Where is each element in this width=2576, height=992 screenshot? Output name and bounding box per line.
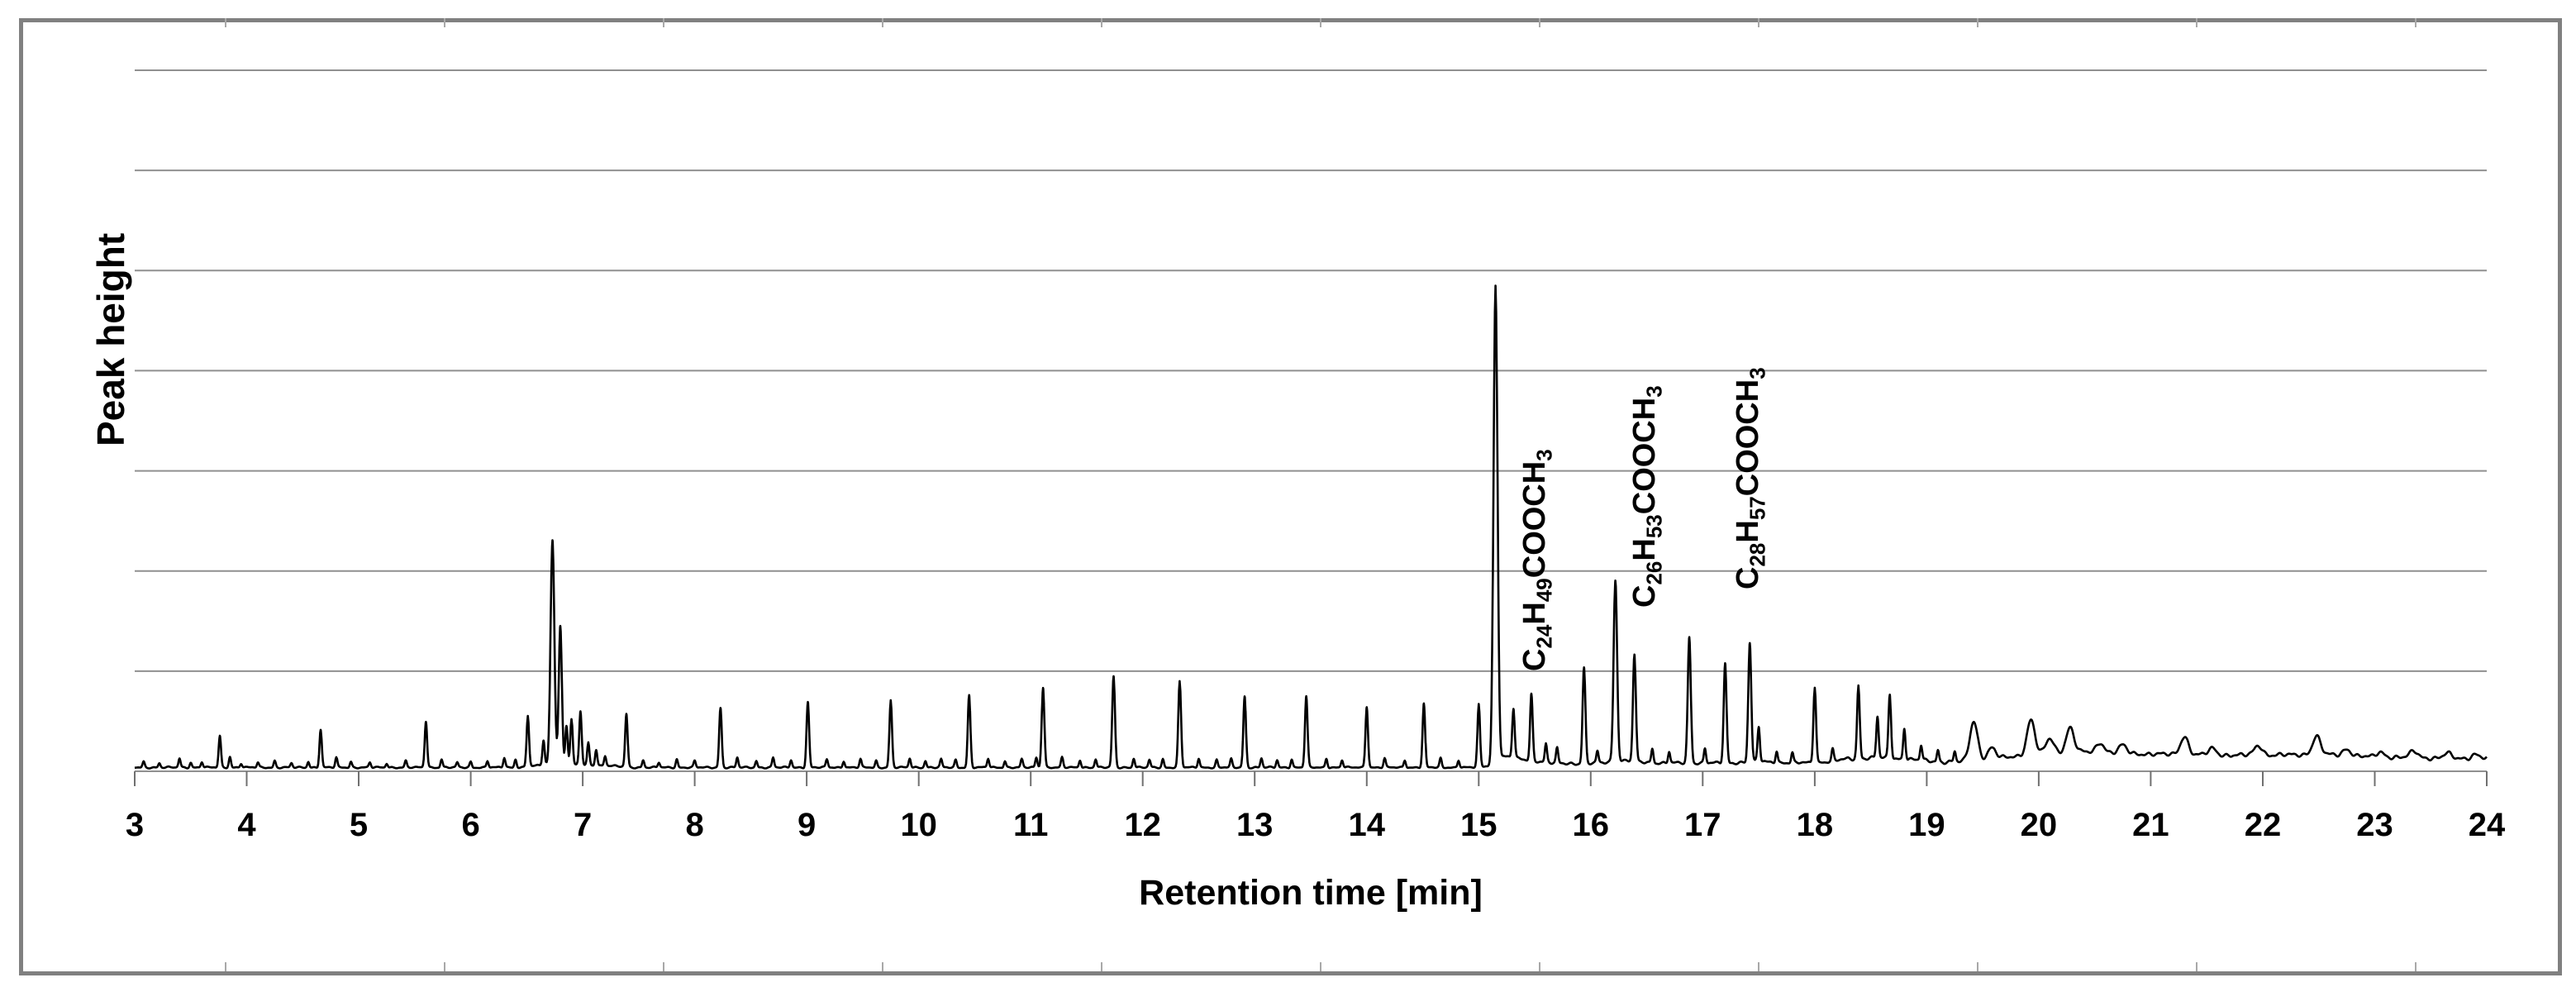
peak-compound-label: C28H57COOCH3 [1731, 367, 1770, 589]
x-tick-label: 7 [573, 807, 593, 843]
x-tick-label: 3 [125, 807, 145, 843]
peak-compound-label: C24H49COOCH3 [1517, 449, 1557, 671]
x-tick-label: 16 [1572, 807, 1610, 843]
peak-compound-label: C26H53COOCH3 [1627, 385, 1667, 608]
x-tick-label: 20 [2020, 807, 2058, 843]
x-tick-label: 22 [2244, 807, 2282, 843]
x-tick-label: 6 [461, 807, 480, 843]
x-tick-label: 9 [797, 807, 817, 843]
x-tick-label: 19 [1908, 807, 1945, 843]
y-axis-title: Peak height [89, 232, 132, 446]
x-tick-label: 18 [1796, 807, 1834, 843]
x-tick-label: 11 [1013, 807, 1049, 843]
x-tick-label: 14 [1348, 807, 1386, 843]
x-tick-label: 12 [1124, 807, 1161, 843]
x-tick-label: 8 [685, 807, 704, 843]
chart-outer-border [19, 18, 2562, 975]
x-tick-label: 17 [1684, 807, 1721, 843]
x-tick-label: 21 [2132, 807, 2169, 843]
chromatogram-trace [134, 284, 2488, 770]
x-tick-label: 15 [1460, 807, 1498, 843]
x-tick-label: 4 [237, 807, 256, 843]
x-axis-title: Retention time [min] [1139, 873, 1483, 913]
x-tick-label: 5 [349, 807, 369, 843]
x-tick-label: 23 [2356, 807, 2393, 843]
x-tick-label: 24 [2468, 807, 2506, 843]
x-tick-label: 10 [900, 807, 937, 843]
x-tick-label: 13 [1236, 807, 1274, 843]
